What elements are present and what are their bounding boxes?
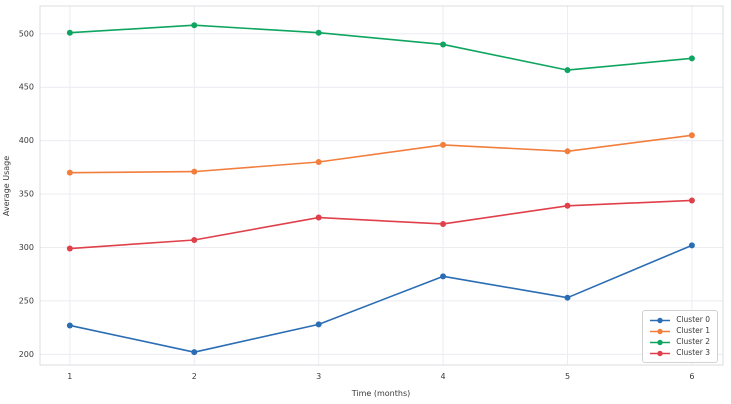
y-axis-title: Average Usage xyxy=(2,156,11,216)
legend-line-marker-icon xyxy=(650,339,671,345)
x-tick-label: 5 xyxy=(565,372,570,381)
data-point-cluster-3 xyxy=(315,214,322,221)
data-point-cluster-3 xyxy=(191,236,198,243)
plot-frame xyxy=(39,5,724,366)
legend: Cluster 0 Cluster 1 Cluster 2 Cluster 3 xyxy=(642,310,718,363)
data-point-cluster-2 xyxy=(564,67,571,74)
data-point-cluster-3 xyxy=(66,245,73,252)
data-point-cluster-0 xyxy=(315,321,322,328)
y-tick-label: 450 xyxy=(19,83,34,92)
data-point-cluster-2 xyxy=(191,22,198,29)
data-point-cluster-0 xyxy=(564,294,571,301)
data-point-cluster-1 xyxy=(191,168,198,175)
y-tick-label: 400 xyxy=(19,136,34,145)
data-point-cluster-0 xyxy=(191,349,198,356)
data-point-cluster-0 xyxy=(440,273,447,280)
data-point-cluster-3 xyxy=(564,202,571,209)
legend-label: Cluster 3 xyxy=(676,348,710,357)
series-line-cluster-0 xyxy=(69,244,693,353)
data-point-cluster-0 xyxy=(688,242,695,249)
data-point-cluster-3 xyxy=(688,197,695,204)
series-line-cluster-1 xyxy=(69,134,693,174)
series-line-cluster-2 xyxy=(69,24,692,71)
y-tick-label: 250 xyxy=(19,296,34,305)
data-point-cluster-2 xyxy=(315,29,322,36)
data-point-cluster-1 xyxy=(315,158,322,165)
legend-line-marker-icon xyxy=(650,317,671,323)
y-tick-label: 200 xyxy=(19,350,34,359)
legend-item: Cluster 2 xyxy=(649,337,710,347)
data-point-cluster-1 xyxy=(66,169,73,176)
legend-item: Cluster 0 xyxy=(649,315,710,325)
data-point-cluster-2 xyxy=(440,41,447,48)
x-axis-title: Time (months) xyxy=(351,389,411,398)
data-point-cluster-0 xyxy=(66,322,73,329)
legend-line-marker-icon xyxy=(650,328,671,334)
y-tick-label: 350 xyxy=(19,190,34,199)
x-tick-label: 6 xyxy=(689,372,694,381)
series-line-cluster-3 xyxy=(69,199,692,250)
x-tick-label: 1 xyxy=(67,372,72,381)
y-tick-label: 300 xyxy=(19,243,34,252)
legend-label: Cluster 0 xyxy=(676,315,710,324)
x-tick-label: 4 xyxy=(441,372,446,381)
data-point-cluster-2 xyxy=(66,29,73,36)
y-tick-label: 500 xyxy=(19,29,34,38)
legend-label: Cluster 1 xyxy=(676,326,710,335)
x-tick-label: 2 xyxy=(192,372,197,381)
data-point-cluster-2 xyxy=(688,55,695,62)
data-point-cluster-1 xyxy=(564,148,571,155)
legend-item: Cluster 1 xyxy=(649,326,710,336)
x-tick-label: 3 xyxy=(316,372,321,381)
data-point-cluster-3 xyxy=(440,220,447,227)
data-point-cluster-1 xyxy=(440,141,447,148)
data-point-cluster-1 xyxy=(688,132,695,139)
legend-label: Cluster 2 xyxy=(676,337,710,346)
legend-item: Cluster 3 xyxy=(649,348,710,358)
legend-line-marker-icon xyxy=(650,350,671,356)
